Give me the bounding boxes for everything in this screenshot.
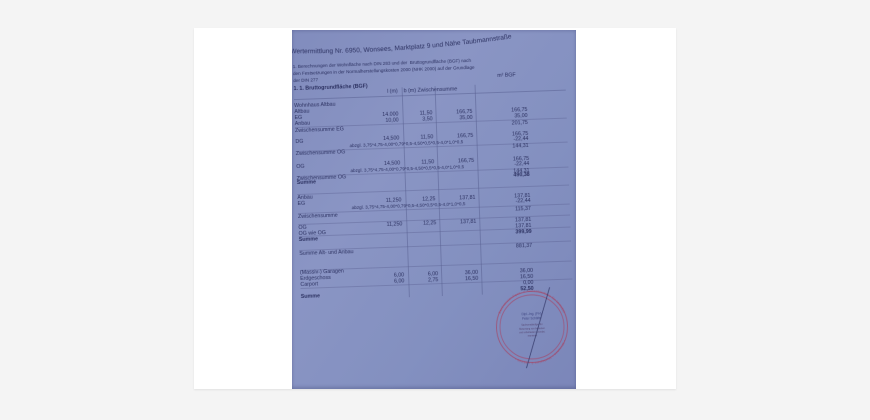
svg-text:und unbebauten Grundst.: und unbebauten Grundst. [519, 330, 546, 334]
svg-text:Sachverständigen- u. Gutachter: Sachverständigen- u. Gutachterbüro für I… [292, 30, 566, 323]
svg-text:Bewertung von bebauten: Bewertung von bebauten [519, 327, 545, 331]
svg-text:Wonsees: Wonsees [528, 335, 538, 337]
svg-text:Sachverständiger für: Sachverständiger für [521, 323, 543, 327]
svg-text:Peter Schäfer: Peter Schäfer [522, 316, 543, 321]
